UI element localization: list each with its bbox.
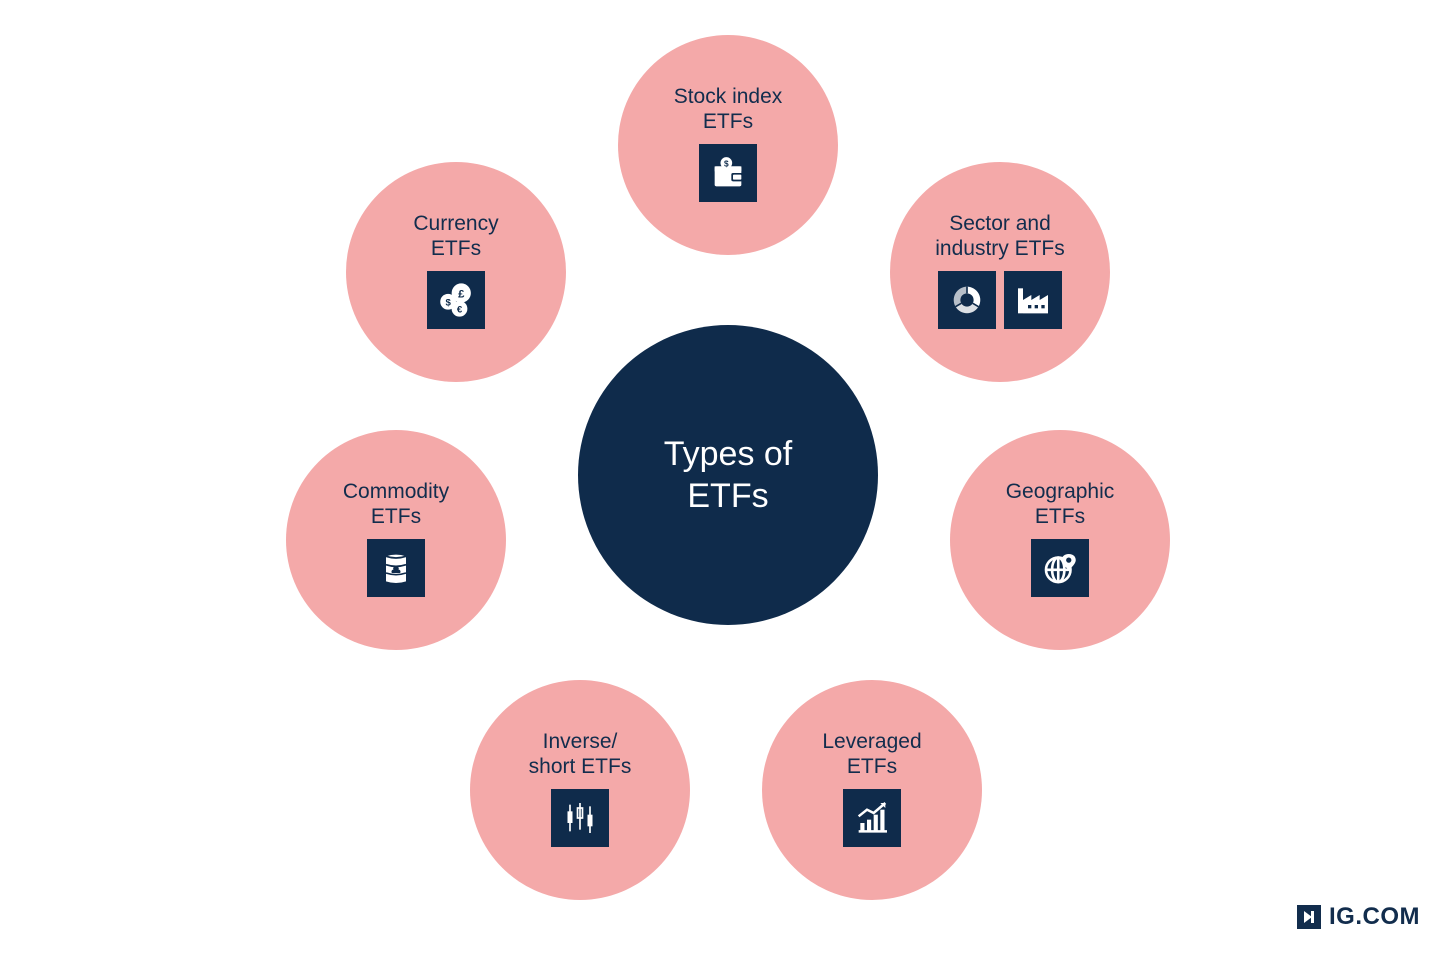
diagram-stage: Types of ETFs IG.COM Stock indexETFs $ S… [0, 0, 1456, 959]
node-sector: Sector andindustry ETFs [890, 162, 1110, 382]
icon-box: $ [699, 144, 757, 202]
node-stock_index: Stock indexETFs $ [618, 35, 838, 255]
node-label-line1: Commodity [343, 480, 449, 503]
node-label: LeveragedETFs [822, 729, 921, 779]
node-label: CommodityETFs [343, 479, 449, 529]
node-commodity: CommodityETFs [286, 430, 506, 650]
center-label-line1: Types of [664, 435, 793, 473]
chart_up-icon [843, 789, 901, 847]
globe-icon [1031, 539, 1089, 597]
node-label-line1: Leveraged [822, 730, 921, 753]
svg-text:€: € [457, 304, 463, 315]
node-label: CurrencyETFs [413, 211, 498, 261]
node-currency: CurrencyETFs £ $ € [346, 162, 566, 382]
center-label: Types of ETFs [664, 433, 793, 518]
node-label: GeographicETFs [1006, 479, 1115, 529]
node-label: Inverse/short ETFs [529, 729, 632, 779]
node-leveraged: LeveragedETFs [762, 680, 982, 900]
brand-text: IG.COM [1329, 903, 1420, 931]
icon-box [843, 789, 901, 847]
node-label-line2: ETFs [847, 755, 897, 778]
node-label-line2: industry ETFs [935, 237, 1065, 260]
node-label-line1: Inverse/ [543, 730, 618, 753]
center-label-line2: ETFs [687, 477, 768, 515]
node-label-line1: Stock index [674, 85, 783, 108]
node-label-line2: ETFs [1035, 505, 1085, 528]
node-geographic: GeographicETFs [950, 430, 1170, 650]
icon-box [1031, 539, 1089, 597]
node-inverse: Inverse/short ETFs [470, 680, 690, 900]
donut-icon [938, 271, 996, 329]
svg-text:£: £ [458, 289, 465, 301]
brand: IG.COM [1297, 903, 1420, 931]
coins-icon: £ $ € [427, 271, 485, 329]
svg-text:$: $ [445, 297, 451, 308]
icon-box [551, 789, 609, 847]
node-label-line1: Sector and [949, 212, 1051, 235]
node-label-line2: ETFs [703, 110, 753, 133]
node-label-line1: Currency [413, 212, 498, 235]
barrel-icon [367, 539, 425, 597]
node-label-line2: ETFs [371, 505, 421, 528]
wallet-icon: $ [699, 144, 757, 202]
candles-icon [551, 789, 609, 847]
node-label: Sector andindustry ETFs [935, 211, 1065, 261]
svg-text:$: $ [724, 159, 729, 169]
arrow-right-icon [1297, 905, 1321, 929]
node-label-line2: short ETFs [529, 755, 632, 778]
center-circle: Types of ETFs [578, 325, 878, 625]
node-label: Stock indexETFs [674, 84, 783, 134]
factory-icon [1004, 271, 1062, 329]
icon-box [367, 539, 425, 597]
node-label-line2: ETFs [431, 237, 481, 260]
icon-box [938, 271, 1062, 329]
node-label-line1: Geographic [1006, 480, 1115, 503]
icon-box: £ $ € [427, 271, 485, 329]
